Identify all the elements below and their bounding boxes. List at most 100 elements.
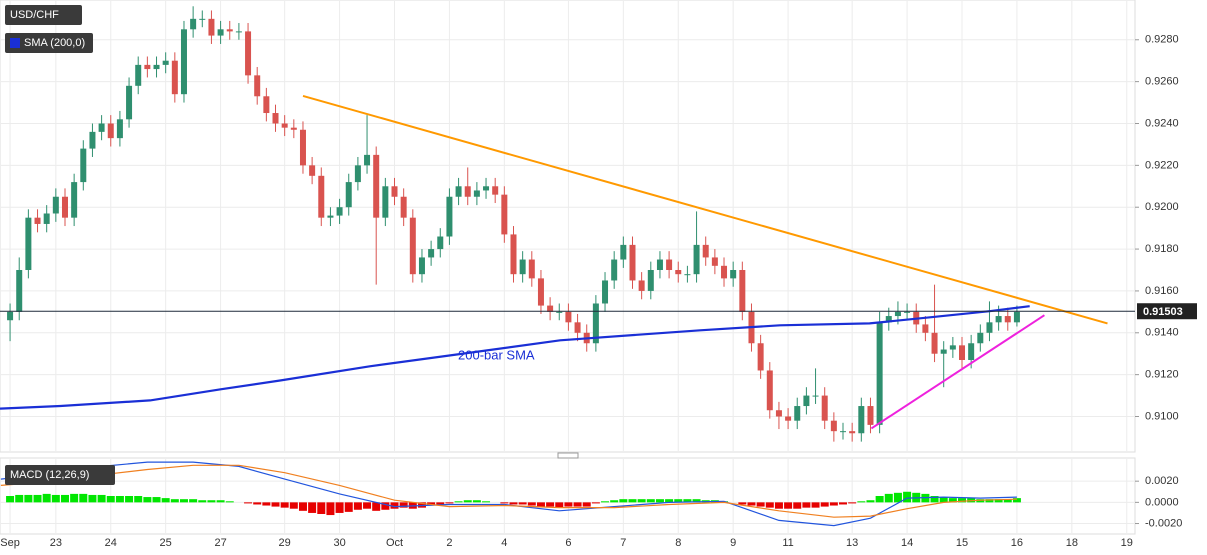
- macd-histogram-bar: [509, 502, 518, 505]
- macd-histogram-bar: [280, 502, 289, 508]
- macd-histogram-bar: [372, 502, 381, 511]
- candle-body: [98, 123, 105, 132]
- y-tick-label: 0.9220: [1145, 159, 1179, 171]
- macd-histogram-bar: [820, 502, 829, 507]
- macd-histogram-bar: [106, 496, 115, 503]
- macd-histogram-bar: [445, 502, 454, 504]
- macd-histogram-bar: [646, 499, 655, 503]
- candle-body: [235, 31, 242, 33]
- macd-histogram-bar: [262, 502, 271, 506]
- candle-body: [16, 270, 23, 312]
- macd-histogram-bar: [765, 502, 774, 508]
- candle-body: [940, 349, 947, 354]
- candle-body: [473, 190, 480, 197]
- candle-body: [775, 410, 782, 417]
- macd-histogram-bar: [884, 493, 893, 503]
- candle-body: [602, 280, 609, 304]
- y-tick-label: 0.0020: [1145, 475, 1179, 487]
- macd-histogram-bar: [500, 502, 509, 504]
- candle-body: [61, 196, 68, 218]
- macd-histogram-bar: [24, 494, 33, 503]
- candle-body: [299, 129, 306, 166]
- macd-line: [0, 461, 1017, 527]
- macd-histogram-bar: [317, 502, 326, 514]
- legend-label: SMA (200,0): [24, 37, 85, 49]
- x-tick-label: Oct: [386, 537, 403, 549]
- macd-histogram-bar: [811, 502, 820, 508]
- candle-body: [153, 64, 160, 70]
- macd-histogram-bar: [610, 500, 619, 503]
- candle-body: [354, 165, 361, 183]
- macd-histogram-bar: [363, 502, 372, 509]
- candle-body: [812, 395, 819, 397]
- macd-line: [0, 464, 1017, 518]
- y-tick-label: 0.9140: [1145, 327, 1179, 339]
- macd-histogram-bar: [518, 502, 527, 505]
- candle-body: [7, 311, 14, 321]
- macd-histogram-bar: [143, 497, 152, 503]
- candle-body: [721, 265, 728, 279]
- candle-body: [80, 148, 87, 183]
- macd-histogram-bar: [848, 502, 857, 504]
- macd-histogram-bar: [42, 493, 51, 503]
- x-tick-label: 18: [1066, 537, 1078, 549]
- candle-body: [574, 322, 581, 333]
- candle-body: [43, 213, 50, 224]
- candle-body: [135, 64, 142, 86]
- candle-body: [977, 332, 984, 344]
- candle-body: [730, 270, 737, 279]
- candle-body: [336, 207, 343, 216]
- candle-body: [126, 85, 133, 120]
- candle-body: [180, 29, 187, 95]
- x-tick-label: 2: [446, 537, 452, 549]
- candle-body: [510, 234, 517, 275]
- macd-histogram-bar: [134, 496, 143, 503]
- macd-panel: [0, 457, 1136, 535]
- macd-histogram-bar: [1003, 499, 1012, 503]
- x-tick-label: Sep: [0, 537, 20, 549]
- macd-histogram-bar: [582, 502, 591, 507]
- macd-histogram-bar: [857, 501, 866, 503]
- candle-body: [464, 186, 471, 197]
- candle-body: [693, 244, 700, 275]
- macd-histogram-bar: [15, 494, 24, 503]
- legend-box: [5, 465, 115, 485]
- macd-histogram-bar: [738, 502, 747, 505]
- y-tick-label: 0.9260: [1145, 76, 1179, 88]
- x-tick-label: 7: [620, 537, 626, 549]
- y-tick-label: 0.9100: [1145, 410, 1179, 422]
- x-tick-label: 8: [675, 537, 681, 549]
- sma-line: [0, 305, 1030, 410]
- candle-body: [492, 186, 499, 195]
- legend-label: USD/CHF: [10, 9, 59, 21]
- macd-histogram-bar: [179, 499, 188, 503]
- candle-body: [272, 113, 279, 124]
- candle-body: [446, 196, 453, 237]
- candle-body: [629, 244, 636, 281]
- macd-histogram-bar: [866, 500, 875, 503]
- candle-body: [428, 249, 435, 258]
- trend-line: [870, 314, 1045, 430]
- macd-histogram-bar: [161, 498, 170, 503]
- candle-body: [327, 215, 334, 218]
- y-tick-label: 0.9180: [1145, 243, 1179, 255]
- macd-histogram-bar: [271, 502, 280, 507]
- macd-histogram-bar: [637, 499, 646, 503]
- candle-body: [858, 406, 865, 434]
- panel-splitter[interactable]: [557, 452, 579, 459]
- legend-label: MACD (12,26,9): [10, 469, 89, 481]
- candle-body: [208, 18, 215, 36]
- candle-body: [437, 236, 444, 250]
- candle-body: [821, 395, 828, 421]
- y-tick-label: 0.9280: [1145, 34, 1179, 46]
- macd-histogram-bar: [573, 502, 582, 507]
- macd-histogram-bar: [674, 499, 683, 503]
- macd-histogram-bar: [994, 499, 1003, 503]
- candle-body: [931, 332, 938, 354]
- candle-body: [894, 311, 901, 317]
- x-tick-label: 6: [565, 537, 571, 549]
- macd-histogram-bar: [948, 498, 957, 503]
- candle-body: [702, 244, 709, 258]
- candle-body: [254, 75, 261, 97]
- y-tick-label: 0.9240: [1145, 117, 1179, 129]
